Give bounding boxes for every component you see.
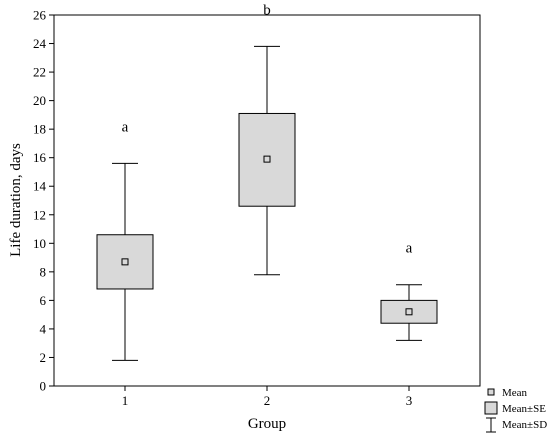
mean-marker — [405, 308, 413, 316]
y-tick-label: 18 — [33, 122, 46, 137]
y-tick-label: 8 — [40, 264, 47, 279]
group-2: b — [238, 2, 296, 276]
y-tick-label: 4 — [40, 321, 47, 336]
legend-label-se: Mean±SE — [502, 403, 546, 415]
x-tick-label: 1 — [122, 393, 129, 408]
y-tick-label: 2 — [40, 350, 47, 365]
y-tick-label: 24 — [33, 36, 47, 51]
group-1: a — [96, 119, 154, 361]
legend-label-sd: Mean±SD — [502, 419, 547, 431]
x-tick-label: 2 — [264, 393, 271, 408]
y-tick-label: 26 — [33, 8, 47, 23]
y-tick-label: 20 — [33, 93, 46, 108]
significance-letter: a — [406, 241, 413, 257]
legend: Mean Mean±SE Mean±SD — [484, 387, 547, 433]
legend-mean-marker — [487, 388, 495, 396]
y-tick-label: 10 — [33, 236, 46, 251]
x-axis: 1 2 3 — [122, 386, 413, 408]
legend-se-marker — [484, 401, 498, 415]
y-tick-label: 0 — [40, 379, 47, 394]
mean-marker — [263, 155, 271, 163]
group-3: a — [380, 241, 438, 341]
legend-label-mean: Mean — [502, 387, 528, 399]
y-tick-label: 16 — [33, 150, 47, 165]
y-tick-label: 14 — [33, 179, 47, 194]
y-tick-label: 12 — [33, 207, 46, 222]
x-axis-title: Group — [248, 416, 286, 432]
y-tick-label: 6 — [40, 293, 47, 308]
mean-marker — [121, 258, 129, 266]
chart-marks: a b a — [96, 2, 438, 361]
y-axis-title: Life duration, days — [8, 143, 24, 257]
x-tick-label: 3 — [406, 393, 413, 408]
significance-letter: a — [122, 119, 129, 135]
y-tick-label: 22 — [33, 65, 46, 80]
significance-letter: b — [263, 2, 271, 18]
